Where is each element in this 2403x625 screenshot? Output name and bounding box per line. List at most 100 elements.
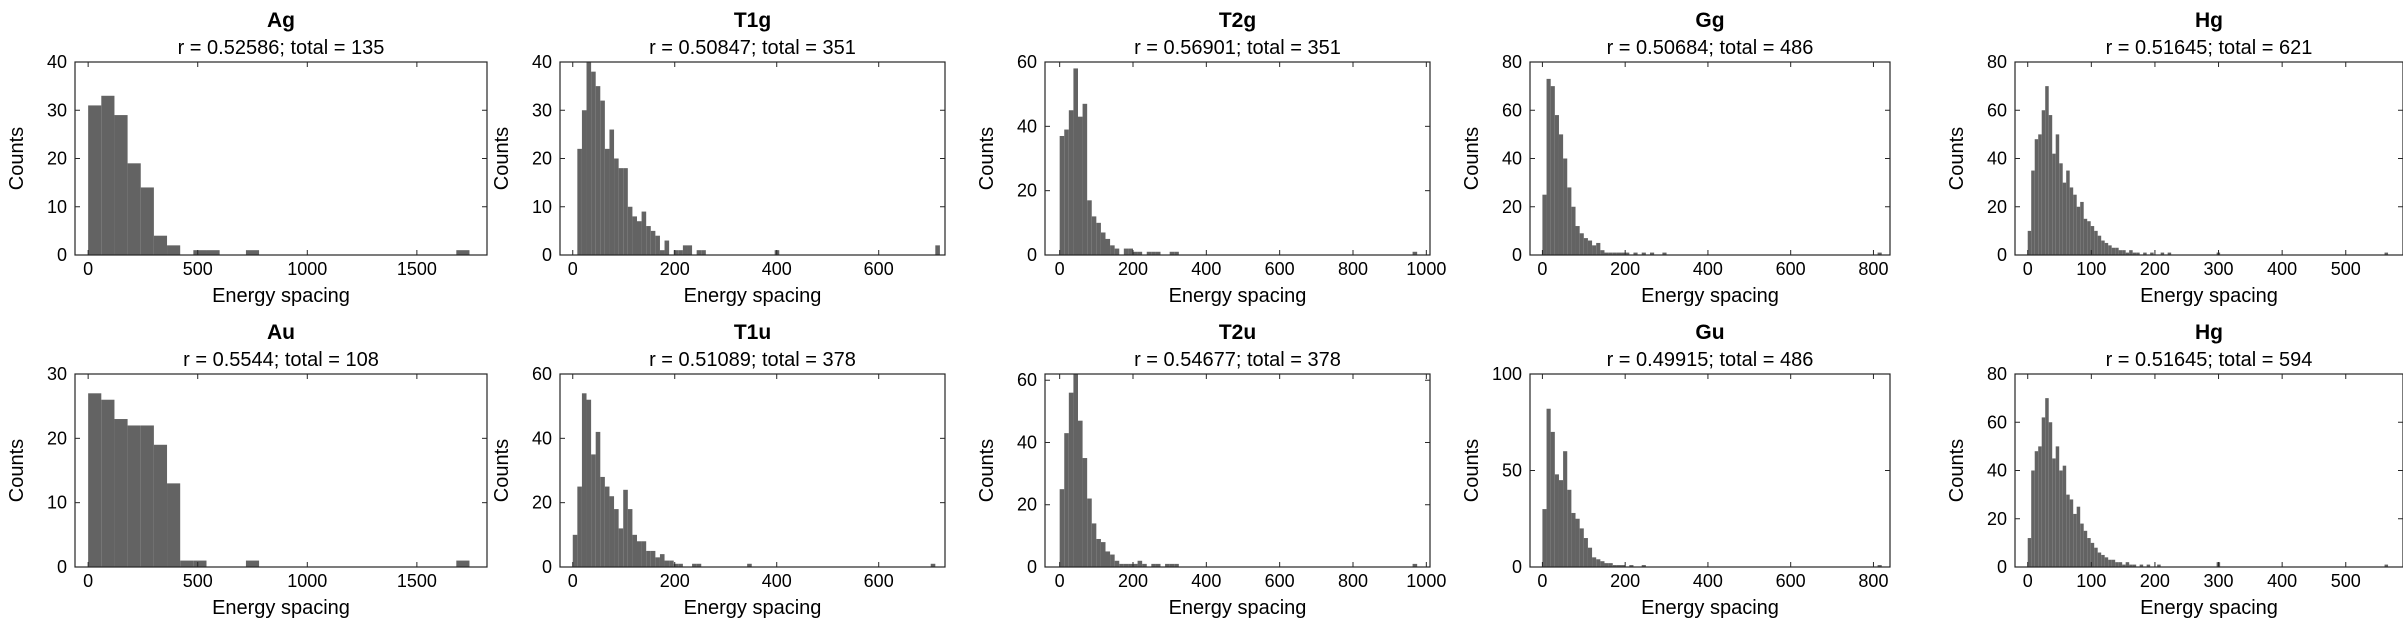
histogram-bar bbox=[1550, 86, 1555, 256]
y-tick-label: 40 bbox=[532, 428, 552, 448]
histogram-bar bbox=[2160, 252, 2165, 255]
x-axis-label: Energy spacing bbox=[212, 285, 350, 307]
histogram-bar bbox=[646, 550, 651, 567]
axes-box bbox=[559, 373, 946, 568]
axes-box bbox=[1044, 373, 1431, 568]
histogram-bar bbox=[1621, 252, 1626, 255]
histogram-bar bbox=[1119, 563, 1124, 567]
histogram-bar bbox=[650, 230, 656, 256]
histogram-bar bbox=[1123, 248, 1129, 255]
chart-panel-2: 0 200 400 600 0 10 20 30 40 T1g r = 0.50847; total… bbox=[491, 9, 946, 307]
x-tick-label: 400 bbox=[2267, 259, 2297, 279]
histogram-bar bbox=[687, 245, 693, 255]
x-tick-label: 1000 bbox=[1406, 571, 1446, 591]
histogram-bar bbox=[1128, 248, 1133, 255]
histogram-bar bbox=[1596, 559, 1601, 567]
y-axis-label: Counts bbox=[976, 439, 998, 502]
histogram-bar bbox=[101, 95, 115, 255]
histogram-bar bbox=[1546, 408, 1551, 567]
histogram-bar bbox=[1105, 238, 1111, 255]
y-tick-label: 60 bbox=[1502, 100, 1522, 120]
histogram-bar bbox=[2143, 252, 2147, 255]
x-tick-label: 400 bbox=[2267, 571, 2297, 591]
histogram-bar bbox=[1877, 252, 1882, 255]
histogram-bar bbox=[1542, 194, 1547, 255]
x-tick-label: 600 bbox=[864, 259, 894, 279]
histogram-bar bbox=[1133, 563, 1138, 567]
x-axis-label: Energy spacing bbox=[684, 285, 822, 307]
histogram-bar bbox=[2041, 110, 2046, 255]
histogram-bar bbox=[2080, 523, 2084, 567]
histogram-bar bbox=[1625, 252, 1630, 255]
histogram-bar bbox=[1096, 222, 1101, 255]
histogram-bar bbox=[678, 563, 683, 567]
histogram-bar bbox=[2101, 240, 2105, 255]
chart-panel-7: 0 200 400 600 0 20 40 60 T1u r = 0.51089; total =… bbox=[491, 321, 946, 619]
y-axis-label: Counts bbox=[1461, 127, 1483, 190]
histogram-bar bbox=[632, 534, 637, 567]
histogram-bar bbox=[1078, 420, 1083, 567]
histogram-bar bbox=[1550, 431, 1555, 567]
histogram-bar bbox=[581, 393, 587, 567]
histogram-bar bbox=[2034, 139, 2039, 255]
y-axis-label: Counts bbox=[1461, 439, 1483, 502]
y-tick-label: 80 bbox=[1987, 364, 2007, 384]
y-axis-label: Counts bbox=[6, 439, 28, 502]
histogram-bar bbox=[1583, 538, 1588, 567]
histogram-bar bbox=[1596, 242, 1601, 255]
chart-title: T1g bbox=[734, 9, 771, 32]
histogram-bar bbox=[2129, 250, 2133, 255]
x-tick-label: 0 bbox=[1055, 571, 1065, 591]
histogram-bar bbox=[1604, 252, 1609, 255]
histogram-bar bbox=[1612, 565, 1617, 567]
histogram-bar bbox=[1662, 252, 1667, 255]
histogram-bar bbox=[591, 454, 596, 567]
y-tick-label: 60 bbox=[1017, 52, 1037, 72]
histogram-bar bbox=[1091, 216, 1097, 255]
chart-title: Ag bbox=[267, 9, 295, 32]
x-axis-label: Energy spacing bbox=[2140, 285, 2278, 307]
chart-subtitle: r = 0.49915; total = 486 bbox=[1607, 349, 1814, 371]
chart-subtitle: r = 0.52586; total = 135 bbox=[178, 37, 385, 59]
x-tick-label: 0 bbox=[83, 571, 93, 591]
histogram-bar bbox=[245, 560, 260, 567]
histogram-bar bbox=[1068, 392, 1074, 567]
histogram-bar bbox=[2045, 86, 2049, 256]
histogram-bar bbox=[1146, 251, 1152, 255]
histogram-bar bbox=[1616, 252, 1622, 255]
histogram-bar bbox=[673, 250, 679, 255]
histogram-bar bbox=[2139, 564, 2144, 567]
x-axis-label: Energy spacing bbox=[1641, 597, 1779, 619]
histogram-bar bbox=[1567, 489, 1572, 567]
y-tick-label: 0 bbox=[1512, 245, 1522, 265]
x-tick-label: 0 bbox=[1537, 571, 1547, 591]
y-tick-label: 0 bbox=[542, 557, 552, 577]
histogram-bar bbox=[1571, 206, 1576, 255]
histogram-bar bbox=[2384, 252, 2389, 255]
histogram-bar bbox=[1612, 252, 1617, 255]
histogram-bar bbox=[2031, 170, 2035, 255]
histogram-bar bbox=[655, 557, 660, 567]
chart-title: T1u bbox=[734, 321, 771, 344]
y-tick-label: 0 bbox=[1027, 245, 1037, 265]
histogram-bar bbox=[1563, 158, 1568, 255]
chart-panel-1: 0 500 1000 1500 0 10 20 30 40 Ag r = 0.52586; tota… bbox=[6, 9, 488, 307]
histogram-bar bbox=[2055, 134, 2060, 256]
histogram-bar bbox=[1169, 563, 1175, 567]
histogram-bar bbox=[1650, 252, 1655, 255]
y-axis-label: Counts bbox=[6, 127, 28, 190]
chart-title: Gg bbox=[1695, 9, 1724, 32]
y-tick-label: 20 bbox=[532, 149, 552, 169]
histogram-bar bbox=[1575, 226, 1580, 255]
histogram-bar bbox=[140, 425, 154, 567]
histogram-bar bbox=[935, 245, 940, 255]
x-tick-label: 1500 bbox=[397, 571, 437, 591]
y-tick-label: 50 bbox=[1502, 461, 1522, 481]
histogram-bar bbox=[1554, 115, 1559, 255]
histogram-bar bbox=[682, 245, 688, 255]
histogram-bar bbox=[1165, 563, 1170, 567]
histogram-bar bbox=[2115, 247, 2119, 255]
x-tick-label: 600 bbox=[1776, 571, 1806, 591]
histogram-bar bbox=[1608, 252, 1613, 255]
histogram-bar bbox=[2136, 252, 2140, 255]
